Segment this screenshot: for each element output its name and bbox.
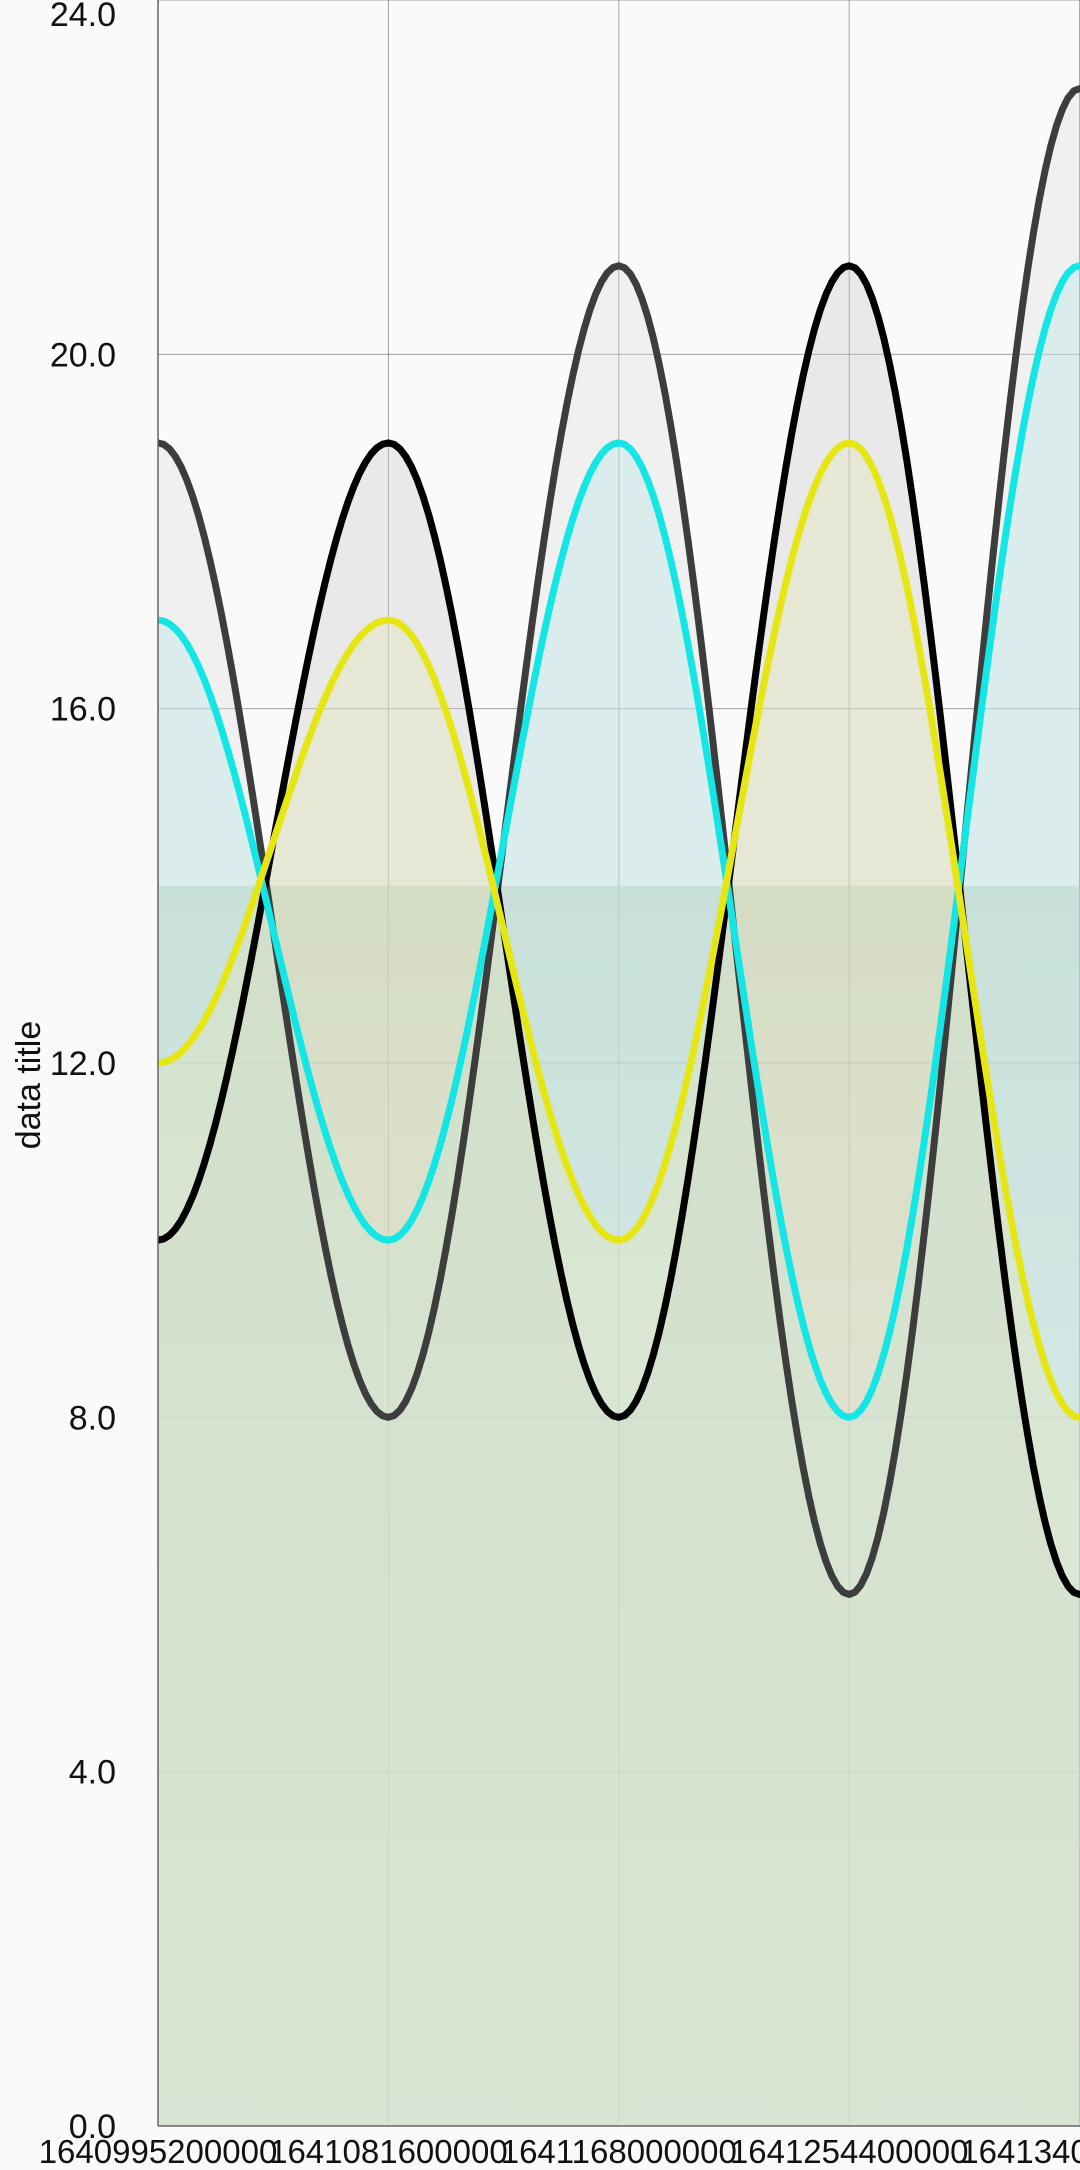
x-tick-label: 1641254400000	[730, 2133, 969, 2170]
series-line-3	[158, 439, 1080, 1421]
series-area-1	[158, 265, 1080, 2126]
y-tick-label: 20.0	[50, 336, 116, 374]
y-tick-label: 12.0	[50, 1045, 116, 1083]
series-area-0	[158, 88, 1080, 2126]
series-line-2	[158, 262, 1080, 1421]
y-tick-label: 0.0	[69, 2108, 116, 2146]
series-fills	[158, 88, 1080, 2126]
series-area-2	[158, 265, 1080, 2126]
x-tick-label: 1641081600000	[269, 2133, 508, 2170]
axes	[157, 0, 1080, 2127]
y-tick-label: 16.0	[50, 691, 116, 729]
series-lines	[158, 85, 1080, 1598]
y-axis-title: data title	[10, 1021, 48, 1150]
tick-labels: 0.04.08.012.016.020.024.0164099520000016…	[39, 0, 1080, 2170]
y-tick-label: 8.0	[69, 1399, 116, 1437]
x-tick-label: 1640995200000	[39, 2133, 278, 2170]
y-tick-label: 4.0	[69, 1754, 116, 1792]
series-line-0	[158, 85, 1080, 1598]
x-tick-label: 1641168000000	[501, 2133, 737, 2170]
x-tick-label: 1641340800000	[960, 2133, 1080, 2170]
y-tick-label: 24.0	[50, 0, 116, 34]
series-line-1	[158, 262, 1080, 1598]
series-area-3	[158, 442, 1080, 2126]
